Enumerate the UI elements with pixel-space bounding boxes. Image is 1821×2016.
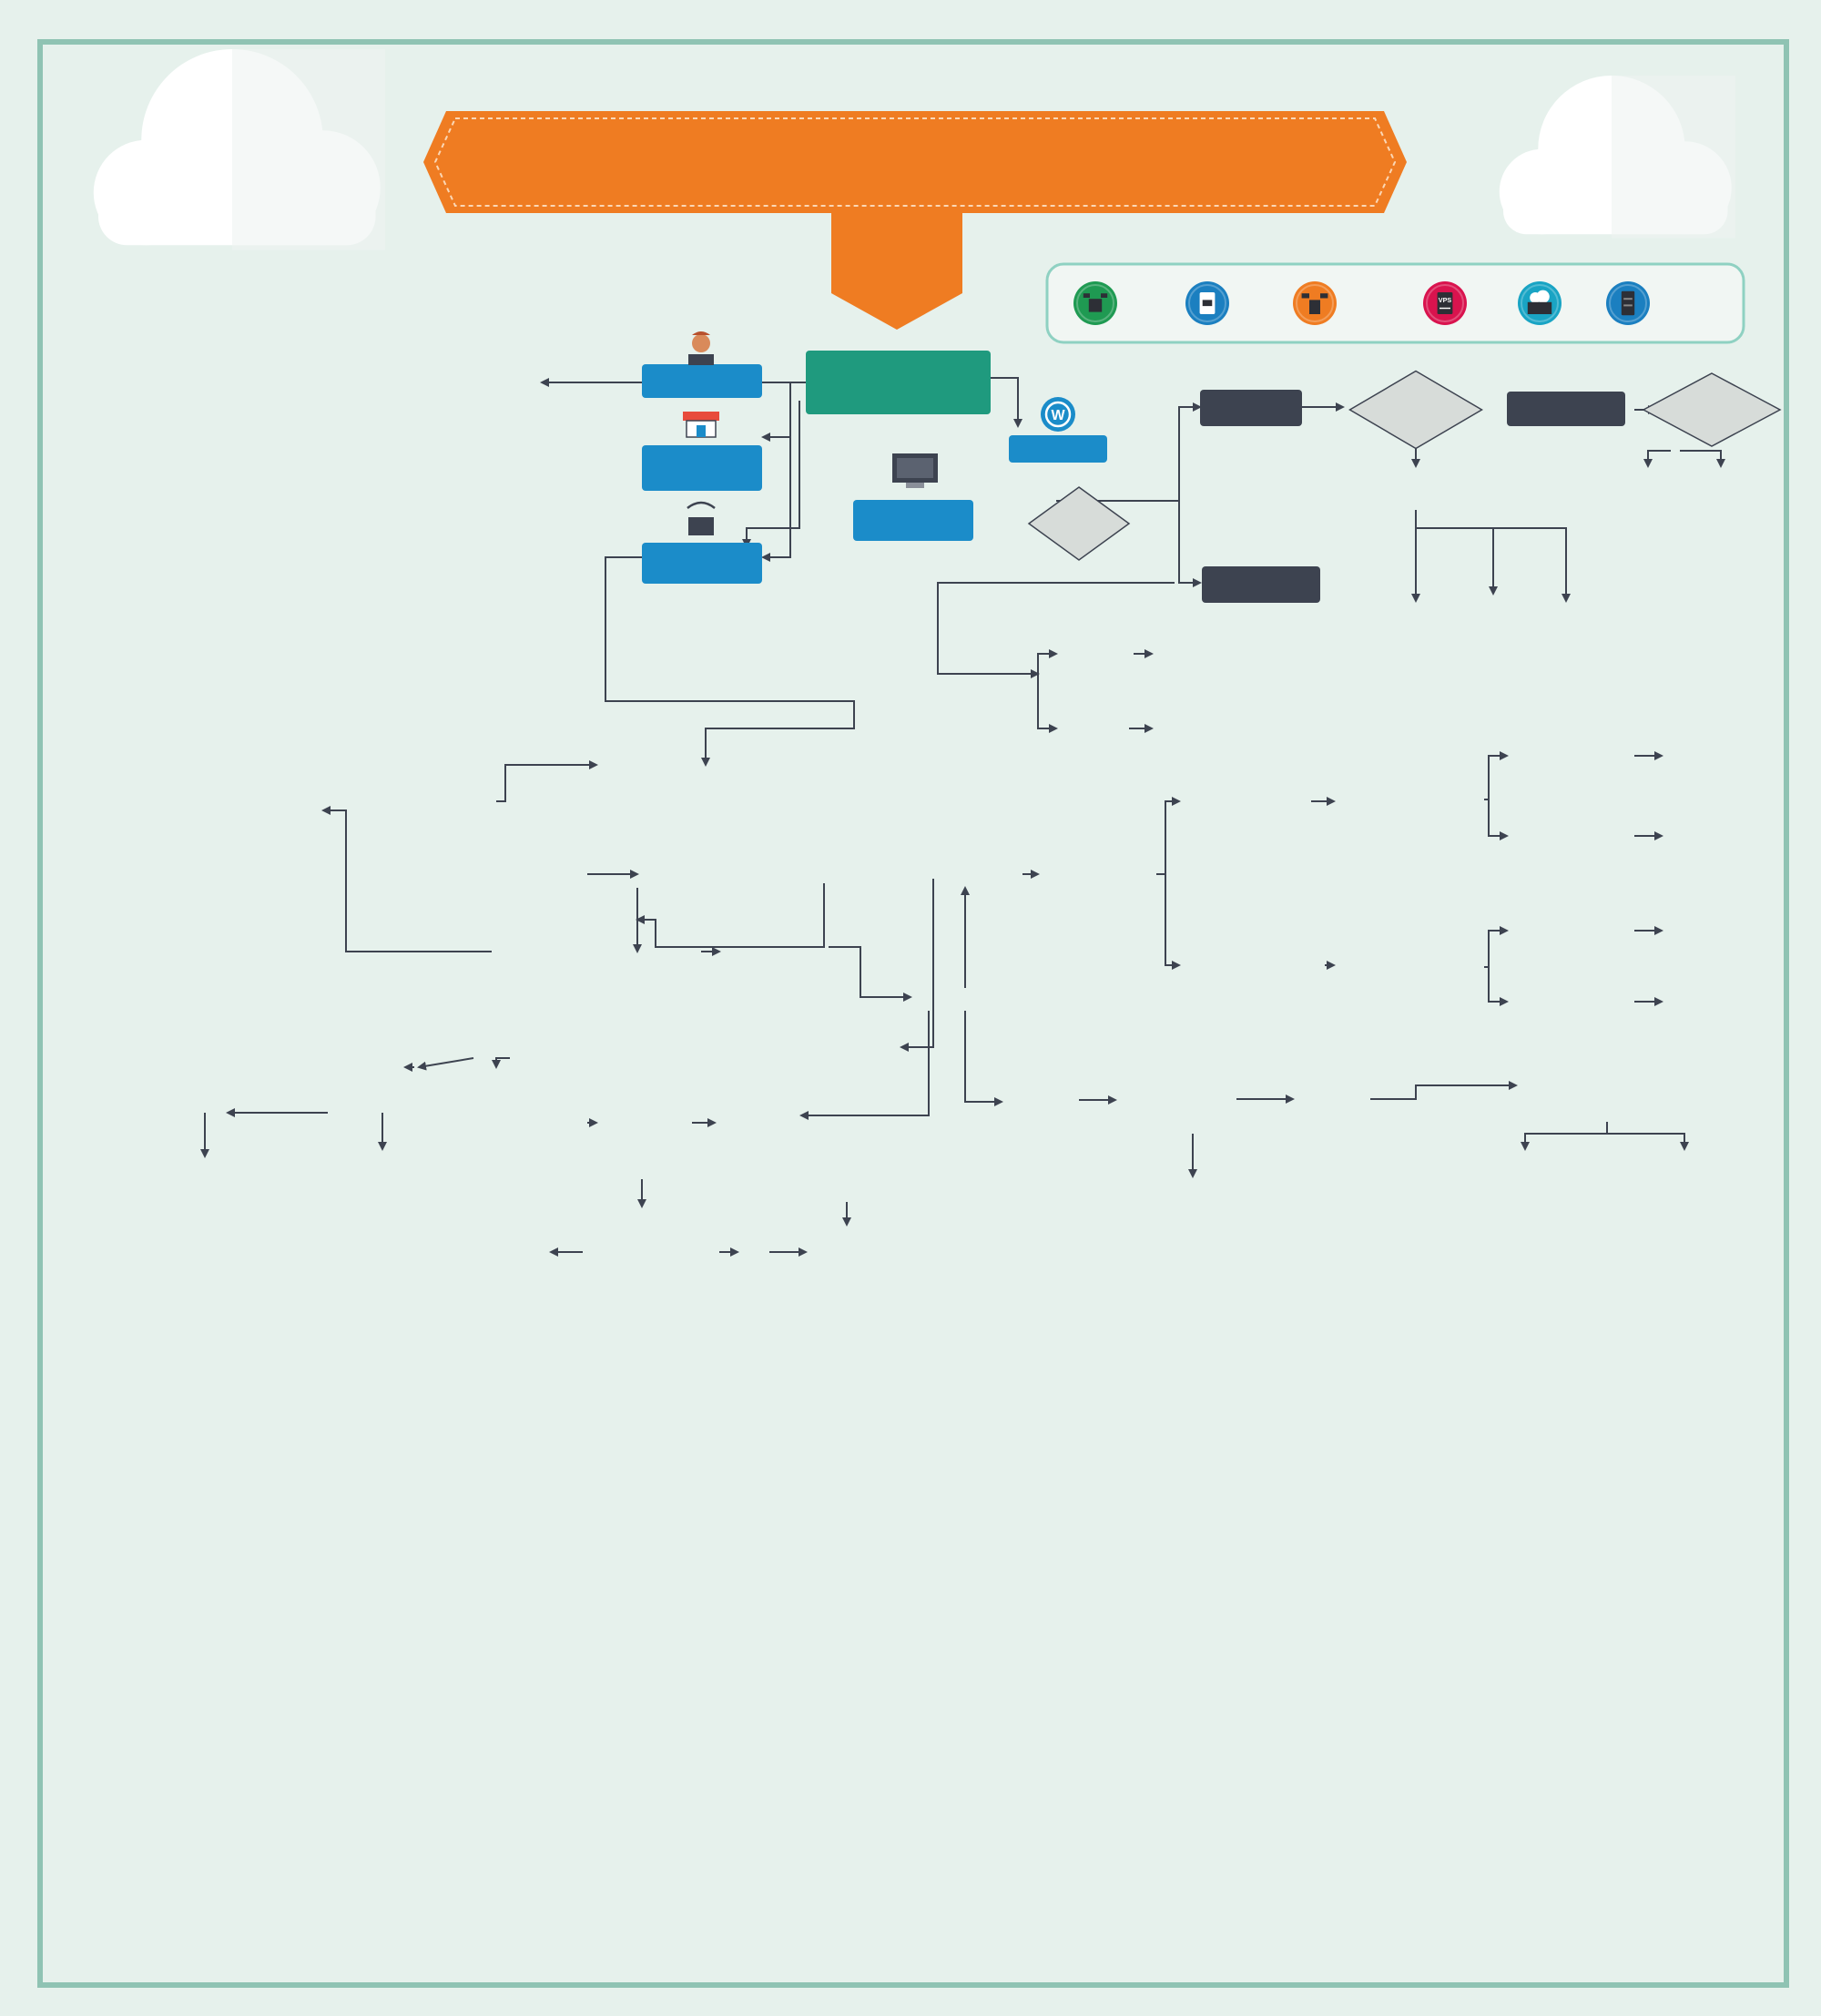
connector-line: [1484, 751, 1509, 800]
connector-line: [417, 1057, 474, 1071]
legend-icon-reseller: [1293, 281, 1337, 325]
monitor-icon: [892, 453, 938, 488]
dont-understand: [1507, 392, 1625, 426]
connector-line: [1165, 874, 1181, 970]
svg-text:VPS: VPS: [1439, 296, 1452, 304]
blogger: [1009, 435, 1107, 463]
connector-line: [1488, 799, 1509, 840]
legend-icon-dedicated: [1606, 281, 1650, 325]
connector-line: [1056, 402, 1202, 502]
connector-line: [1484, 926, 1509, 968]
connector-line: [1607, 1133, 1689, 1151]
wordpress-icon: W: [1041, 397, 1075, 432]
svg-text:W: W: [1051, 408, 1065, 423]
connector-line: [1037, 674, 1058, 733]
title-banner: [423, 111, 1407, 213]
budget-diamond: [1642, 372, 1782, 447]
small-business: [642, 445, 762, 491]
connector-line: [799, 1011, 930, 1120]
connector-line: [1178, 501, 1202, 587]
connector-line: [1643, 450, 1671, 468]
connector-line: [742, 401, 800, 548]
how-many-blogs: [1027, 486, 1131, 561]
connector-line: [636, 883, 825, 948]
connector-line: [988, 377, 1022, 428]
cloud-left: [93, 49, 385, 250]
legend-icon-ssdvps: [1518, 281, 1562, 325]
connector-line: [1488, 967, 1509, 1006]
connector-line: [937, 582, 1175, 678]
outer-frame: [37, 39, 1789, 1988]
web-designer: [853, 500, 973, 541]
legend-icon-vps: VPS: [1423, 281, 1467, 325]
connector-line: [1680, 450, 1725, 468]
custom-settings-nginx: [1348, 370, 1483, 450]
start-arrow: [831, 213, 962, 330]
connector-line: [1156, 797, 1181, 875]
wifi-laptop-icon: [687, 501, 716, 535]
connector-line: [1493, 527, 1571, 603]
connector-line: [496, 760, 598, 802]
legend-icon-ssd: [1185, 281, 1229, 325]
cloud-right: [1499, 76, 1735, 239]
person-icon: [688, 331, 714, 365]
connector-line: [1370, 1081, 1518, 1100]
store-icon: [683, 412, 719, 438]
connector-line: [321, 806, 492, 952]
connector-line: [1521, 1122, 1608, 1151]
connector-line: [605, 556, 855, 767]
several: [1200, 390, 1302, 426]
connector-line: [1037, 649, 1058, 674]
legend: [1045, 262, 1745, 344]
connector-line: [761, 433, 791, 455]
personal-hobby-site: [642, 364, 762, 398]
designer-told-me: [642, 543, 762, 584]
connector-line: [900, 879, 934, 1052]
connector-line: [492, 1057, 510, 1069]
legend-icon-shared: [1073, 281, 1117, 325]
connector-line: [761, 382, 791, 562]
connector-line: [829, 946, 912, 1002]
just-the-one: [1202, 566, 1320, 603]
why-need-hosting: [806, 351, 991, 414]
connector-line: [964, 1011, 1003, 1106]
connector-line: [1415, 510, 1498, 596]
